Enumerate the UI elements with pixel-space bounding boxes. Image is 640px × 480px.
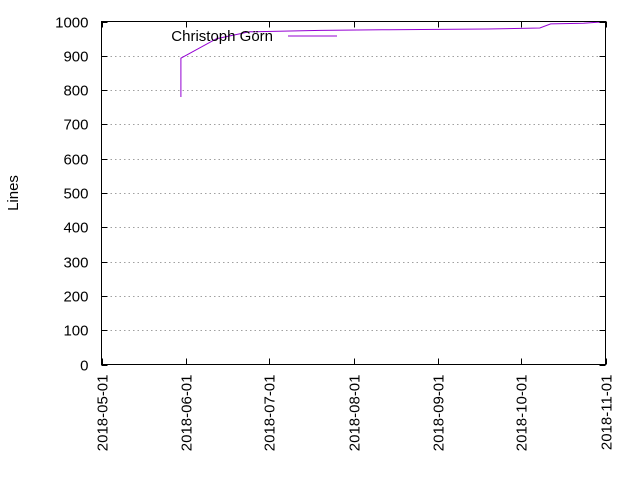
y-tick-label: 400 xyxy=(63,220,88,237)
grid-lines xyxy=(101,56,606,331)
x-tick-label: 2018-05-01 xyxy=(95,375,112,452)
y-tick-label: 100 xyxy=(63,323,88,340)
x-tick-label: 2018-10-01 xyxy=(514,375,531,452)
y-tick-label: 1000 xyxy=(55,15,88,32)
series-line xyxy=(180,21,606,97)
legend: Christoph Görn xyxy=(171,28,337,45)
x-tick-label: 2018-08-01 xyxy=(347,375,364,452)
y-tick-label: 700 xyxy=(63,117,88,134)
x-tick-label: 2018-07-01 xyxy=(262,375,279,452)
axis-ticks xyxy=(101,21,607,366)
legend-label: Christoph Görn xyxy=(171,28,273,45)
x-tick-label: 2018-06-01 xyxy=(179,375,196,452)
y-tick-label: 600 xyxy=(63,152,88,169)
y-tick-label: 500 xyxy=(63,186,88,203)
x-tick-label: 2018-11-01 xyxy=(599,375,616,451)
y-tick-label: 300 xyxy=(63,255,88,272)
y-axis-label: Lines xyxy=(5,175,22,211)
y-tick-label: 0 xyxy=(80,358,88,375)
y-tick-label: 900 xyxy=(63,49,88,66)
tick-labels: 0 100 200 300 400 500 600 700 800 900 1000 2018-05-… xyxy=(55,15,615,452)
x-tick-label: 2018-09-01 xyxy=(431,375,448,452)
series-layer xyxy=(180,21,606,97)
y-tick-label: 200 xyxy=(63,289,88,306)
y-tick-label: 800 xyxy=(63,83,88,100)
